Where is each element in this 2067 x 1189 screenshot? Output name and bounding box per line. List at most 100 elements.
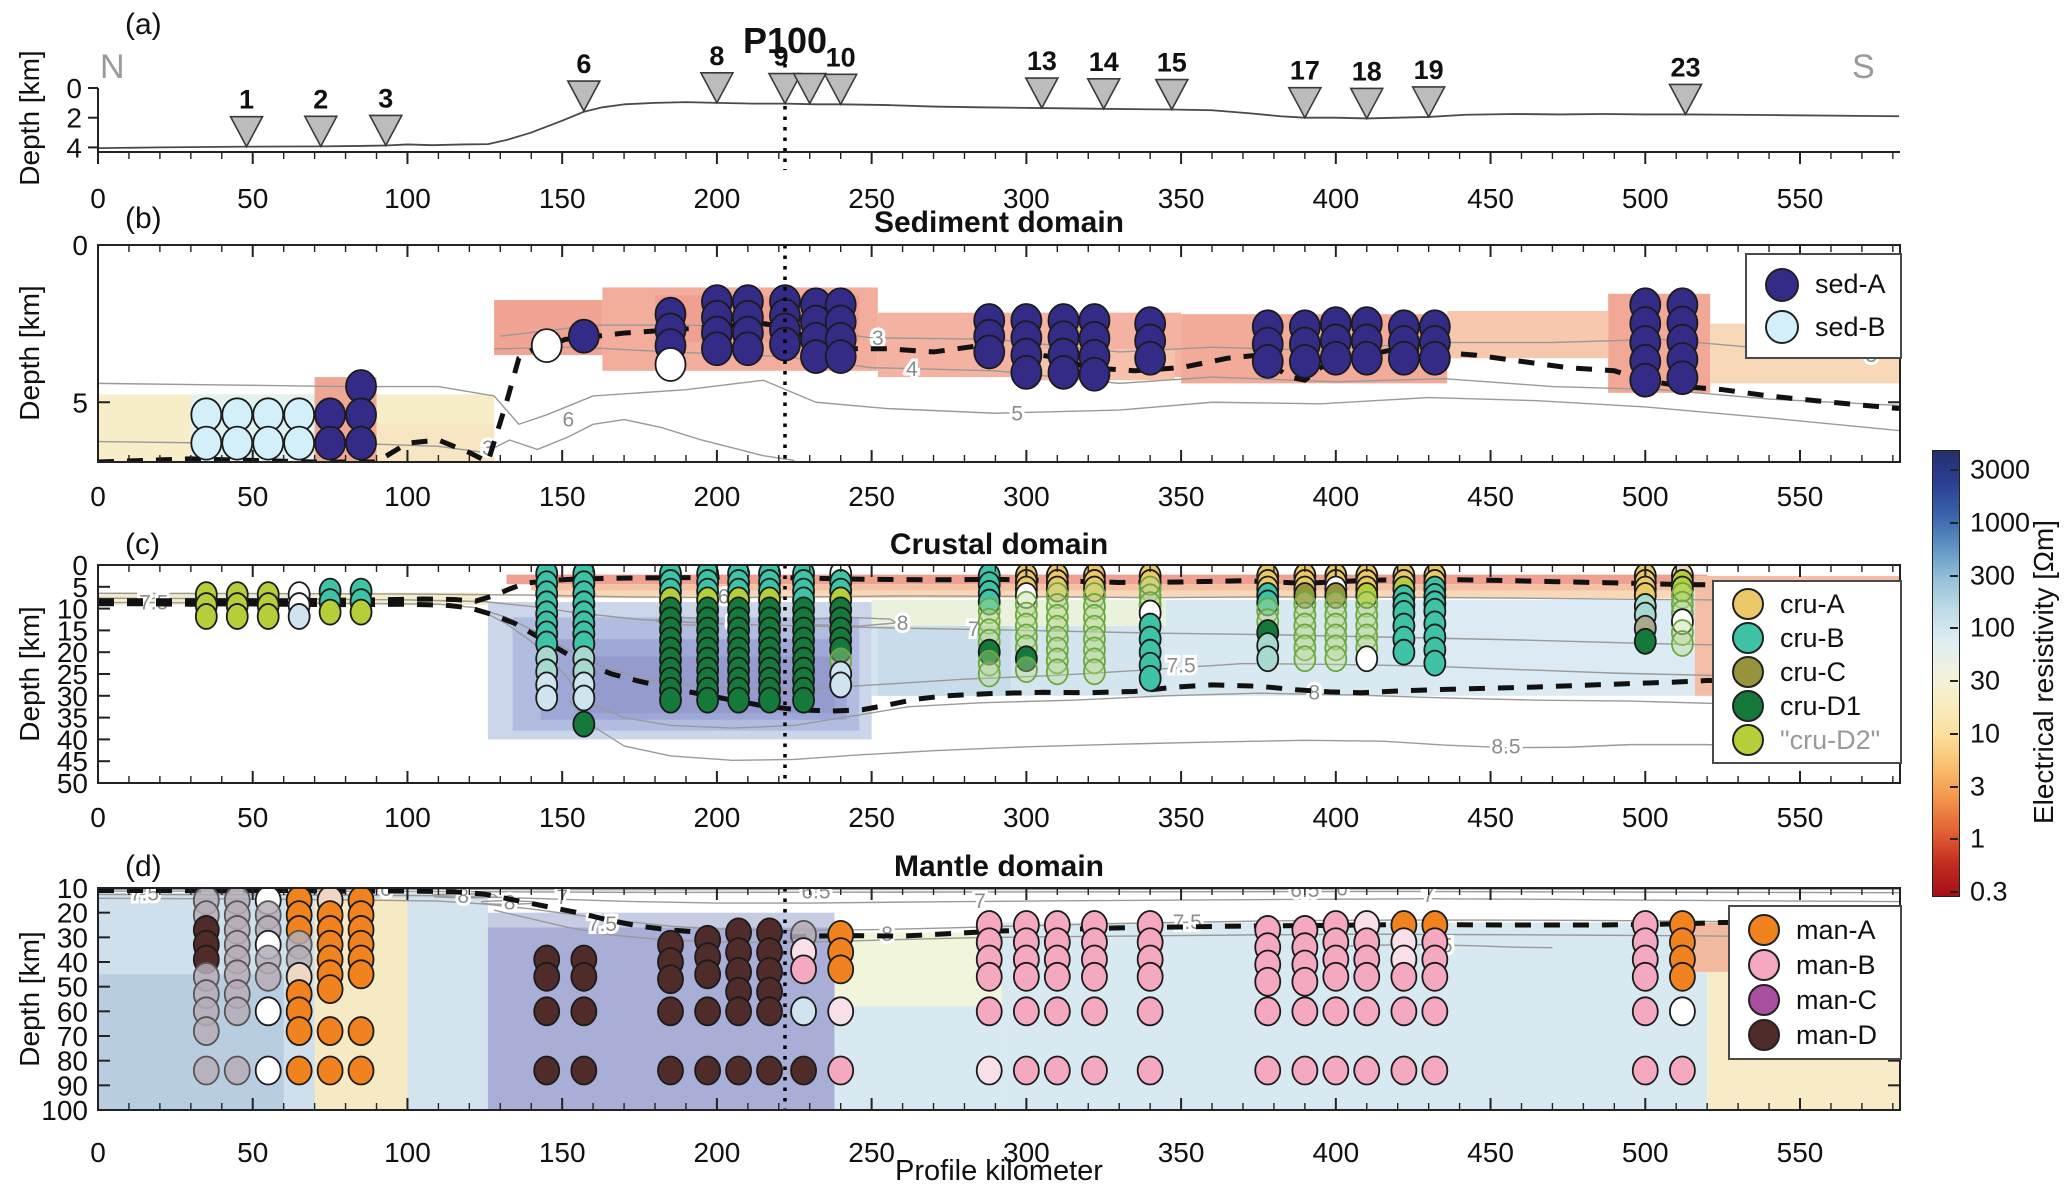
contour-label: 7.5	[130, 883, 159, 906]
legend-item-sed-A: sed-A	[1747, 267, 1900, 302]
station-triangle-icon	[1349, 87, 1385, 121]
x-tick-label: 550	[1777, 183, 1824, 214]
depth-tick-label: 20	[57, 898, 88, 929]
contour-label: 6	[563, 409, 575, 432]
x-tick-label: 350	[1158, 1137, 1205, 1168]
x-tick-label: 550	[1777, 1137, 1824, 1168]
plot-area: 6.577.57.58888.5	[98, 565, 1900, 783]
x-tick-label: 150	[539, 1137, 586, 1168]
north-label: N	[100, 48, 125, 86]
legend-item-cru-B: cru-B	[1714, 622, 1900, 654]
legend-crustal: cru-A cru-B cru-C cru-D1 "cru-D2"	[1712, 580, 1902, 764]
boundary-dashed-line	[98, 888, 1900, 940]
x-tick-label: 150	[539, 183, 586, 214]
domain-markers	[194, 565, 1694, 738]
contour-label: 8	[897, 612, 909, 635]
x-tick-label: 100	[384, 183, 431, 214]
legend-item-label: cru-D1	[1780, 690, 1862, 721]
x-tick-label: 250	[848, 183, 895, 214]
x-tick-label: 100	[384, 802, 431, 833]
plot-area: 333456	[98, 245, 1900, 462]
depth-tick-label: 45	[57, 746, 88, 777]
depth-tick-label: 40	[57, 724, 88, 755]
legend-marker-icon	[1732, 690, 1764, 722]
x-tick-label: 100	[384, 481, 431, 512]
x-tick-label: 550	[1777, 481, 1824, 512]
x-tick-label: 200	[694, 802, 741, 833]
depth-tick-label: 40	[57, 947, 88, 978]
legend-marker-icon	[1748, 984, 1780, 1016]
x-tick-label: 0	[90, 183, 106, 214]
colorbar-tick-mark	[1950, 627, 1958, 630]
x-tick-label: 350	[1158, 481, 1205, 512]
station-number: 8	[709, 41, 724, 71]
x-tick-label: 450	[1467, 802, 1514, 833]
station-triangle-icon	[1086, 77, 1122, 111]
station-number: 15	[1157, 48, 1187, 78]
x-tick-label: 400	[1312, 481, 1359, 512]
station-triangle-icon	[1154, 78, 1190, 112]
legend-item-man-B: man-B	[1730, 949, 1900, 981]
panel-b-title: Sediment domain	[873, 206, 1125, 239]
depth-tick-label: 4	[66, 132, 82, 163]
x-tick-label: 300	[1003, 802, 1050, 833]
contour-label: 7.5	[1166, 654, 1195, 677]
station-triangle-icon	[767, 72, 803, 106]
x-axis-title: Profile kilometer	[895, 1155, 1103, 1187]
x-tick-label: 450	[1467, 481, 1514, 512]
colorbar-tick-mark	[1950, 785, 1958, 788]
legend-item-label: man-A	[1796, 914, 1876, 945]
colorbar-tick-mark	[1950, 680, 1958, 682]
station-markers: 1 2 36 8 9 10 13 14 15 17 18 19 23	[229, 41, 1703, 149]
colorbar-tick-label: 100	[1970, 612, 2016, 643]
contour-label: 8.5	[1491, 735, 1520, 758]
station-triangle-icon	[229, 115, 264, 149]
legend-marker-icon	[1748, 949, 1780, 981]
depth-tick-label: 70	[57, 1021, 88, 1052]
legend-item-man-D: man-D	[1730, 1019, 1900, 1051]
colorbar	[1932, 450, 1960, 897]
x-tick-label: 250	[848, 481, 895, 512]
station-number: 2	[313, 84, 328, 114]
colorbar-tick-label: 1	[1970, 823, 1986, 854]
contour-label: 5	[1011, 402, 1023, 425]
x-tick-label: 50	[237, 183, 268, 214]
x-tick-label: 450	[1467, 183, 1514, 214]
station-triangle-icon	[823, 73, 859, 107]
x-tick-label: 250	[848, 802, 895, 833]
depth-tick-label: 100	[41, 1095, 88, 1126]
colorbar-tick-label: 10	[1970, 718, 2001, 749]
legend-item-label: sed-A	[1815, 269, 1886, 300]
x-tick-label: 150	[539, 481, 586, 512]
depth-tick-label: 5	[72, 387, 88, 418]
contour-label: 6	[1336, 877, 1348, 900]
legend-item-label: cru-A	[1780, 588, 1845, 619]
colorbar-tick-label: 300	[1970, 560, 2016, 590]
x-tick-label: 500	[1622, 183, 1669, 214]
legend-item-sed-B: sed-B	[1747, 310, 1900, 345]
colorbar-tick-label: 1000	[1970, 507, 2031, 538]
axes-frame: 0 50 100 150 200 250 300 350 400 450 500 5500510152…	[57, 550, 1901, 833]
colorbar-tick-mark	[1950, 521, 1958, 524]
panel-a-letter: (a)	[125, 8, 162, 41]
station-triangle-icon	[1411, 86, 1446, 119]
depth-tick-label: 25	[57, 659, 88, 690]
station-number: 13	[1027, 46, 1057, 76]
x-tick-label: 500	[1622, 1137, 1669, 1168]
panel-d-letter: (d)	[125, 850, 162, 883]
x-tick-label: 400	[1312, 183, 1359, 214]
x-tick-label: 250	[848, 1137, 895, 1168]
station-number: 1	[239, 85, 254, 115]
depth-tick-label: 0	[72, 230, 88, 261]
x-tick-label: 0	[90, 802, 106, 833]
depth-tick-label: 30	[57, 922, 88, 953]
seafloor-line	[97, 101, 1900, 150]
colorbar-tick-mark	[1950, 891, 1958, 893]
depth-tick-label: 0	[66, 73, 82, 104]
station-number: 3	[378, 83, 393, 113]
legend-marker-icon	[1765, 310, 1799, 345]
panel-c-title: Crustal domain	[889, 528, 1109, 561]
legend-marker-icon	[1748, 1019, 1780, 1051]
x-tick-label: 200	[694, 481, 741, 512]
